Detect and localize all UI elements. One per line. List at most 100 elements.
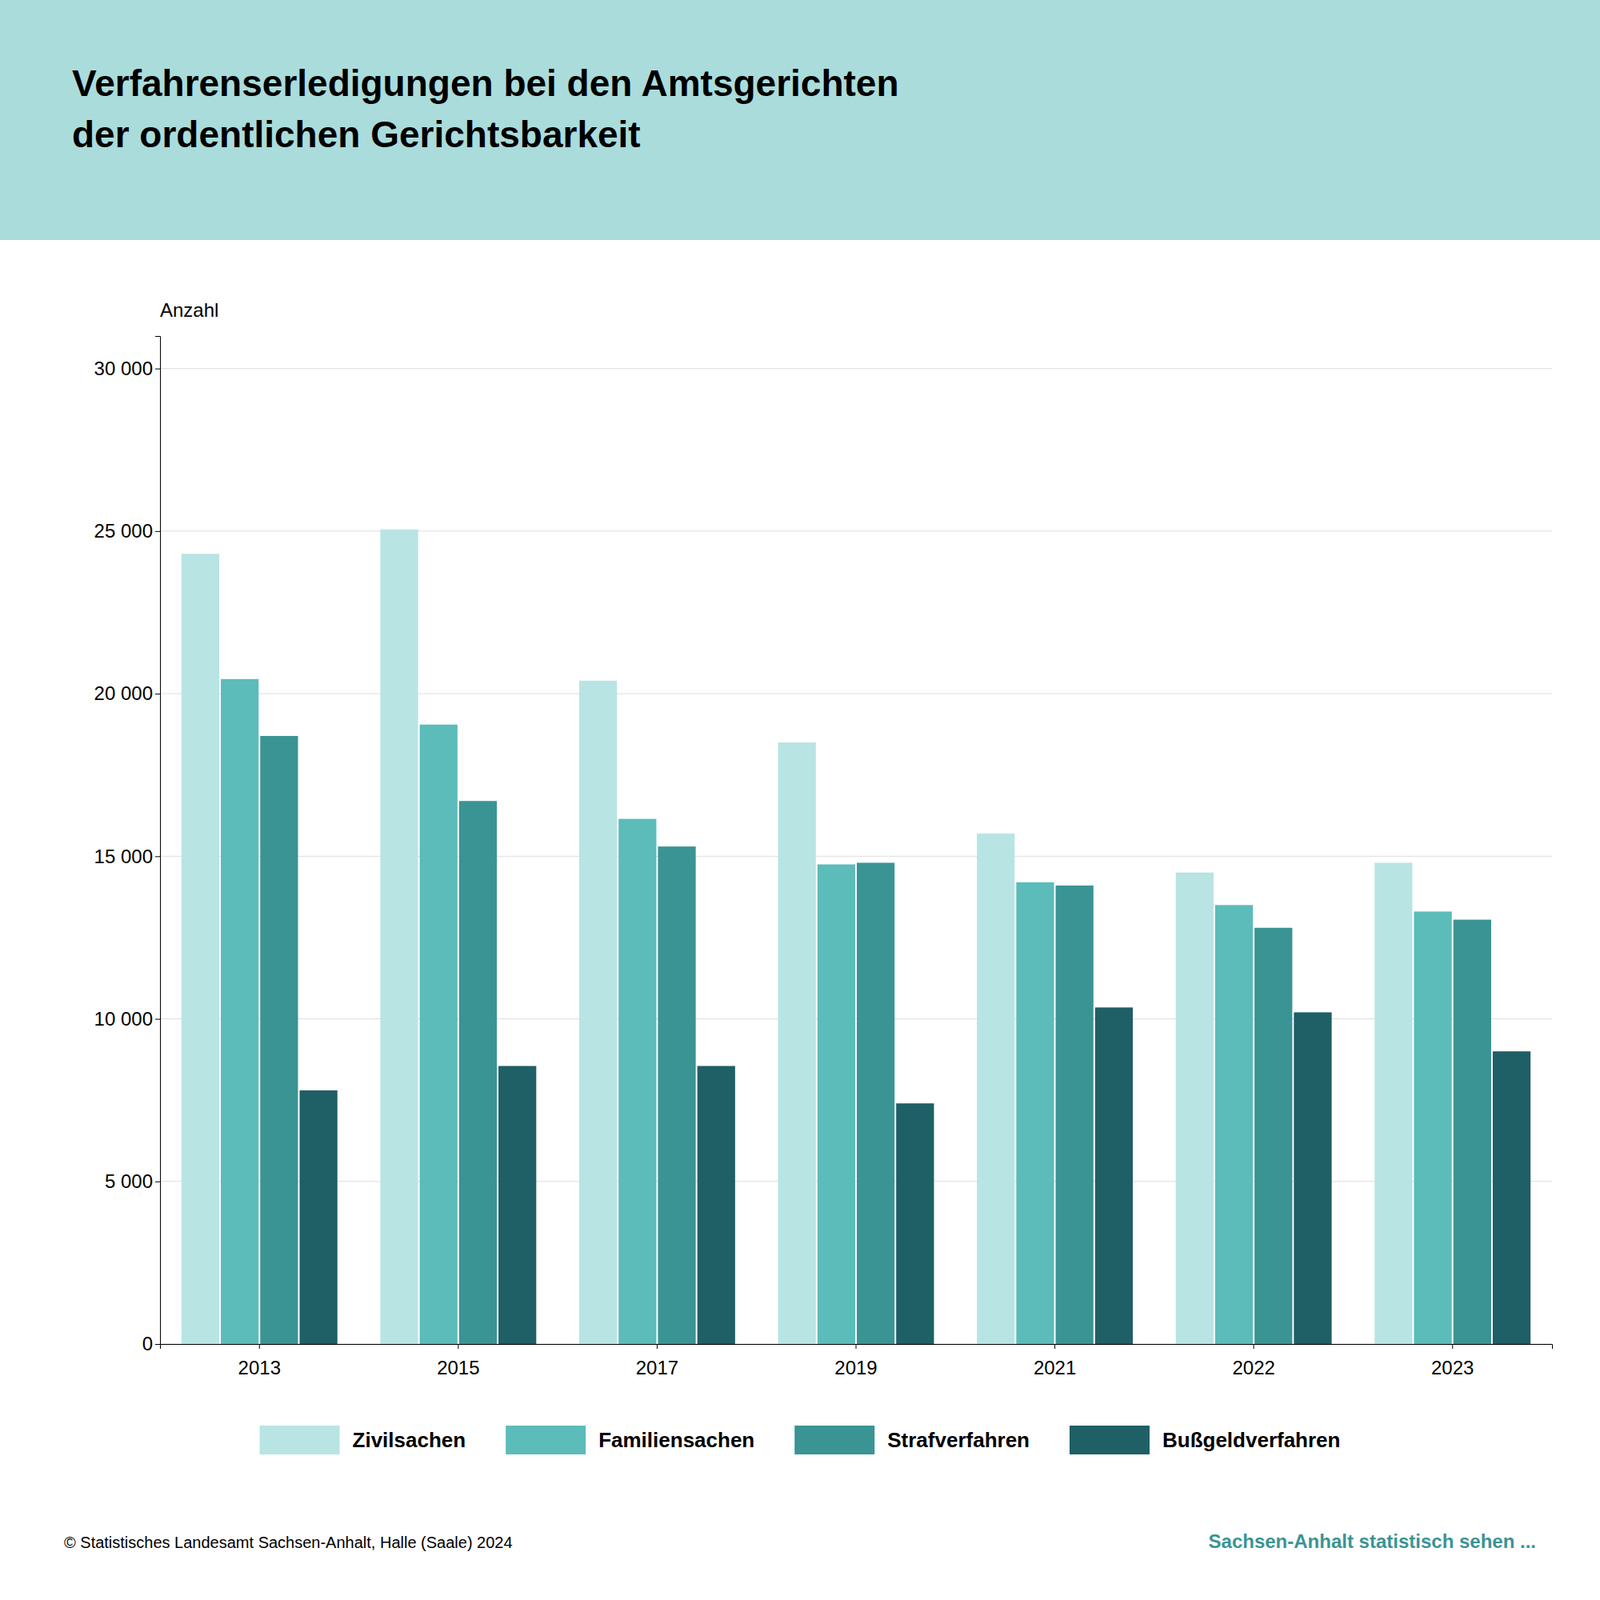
x-tick-label: 2017 — [636, 1356, 679, 1379]
y-tick-label: 10 000 — [94, 1008, 153, 1030]
bar — [657, 846, 696, 1344]
legend-swatch — [260, 1425, 340, 1455]
y-tick-label: 20 000 — [94, 682, 153, 704]
y-axis-line — [155, 336, 161, 1345]
bar — [181, 553, 220, 1344]
y-tick: 30 000 — [94, 357, 160, 380]
y-tick-mark — [155, 856, 160, 857]
x-tick-mark — [1452, 1344, 1453, 1349]
bar — [1095, 1007, 1133, 1344]
legend-item: Zivilsachen — [260, 1425, 467, 1455]
chart-title: Verfahrenserledigungen bei den Amtsgeric… — [72, 62, 900, 156]
bar — [299, 1090, 337, 1344]
grid-line — [160, 368, 1552, 369]
bar — [220, 679, 259, 1344]
x-tick-label: 2023 — [1431, 1356, 1474, 1379]
bar — [856, 862, 895, 1344]
footer-text: © Statistisches Landesamt Sachsen-Anhalt… — [64, 1533, 513, 1552]
bar-series — [181, 529, 1413, 1344]
x-tick-label: 2013 — [238, 1356, 281, 1379]
y-tick-label: 25 000 — [94, 520, 153, 542]
grid-line — [160, 856, 1552, 857]
x-tick-label: 2019 — [834, 1356, 877, 1379]
legend-item: Familiensachen — [505, 1425, 755, 1455]
bar — [579, 680, 617, 1344]
x-axis: 2013 2015 2017 2019 2021 2022 2023 — [160, 1344, 1553, 1379]
y-tick: 15 000 — [94, 845, 160, 868]
footer-text: Sachsen-Anhalt statistisch sehen ... — [1208, 1530, 1536, 1552]
legend-label: Familiensachen — [598, 1428, 755, 1452]
bar — [459, 800, 497, 1344]
bar — [380, 529, 418, 1344]
x-tick-label: 2015 — [436, 1356, 480, 1379]
header-background — [0, 0, 1600, 240]
bar — [1016, 882, 1054, 1344]
bar — [1254, 928, 1292, 1344]
bar — [1413, 911, 1452, 1344]
bar — [896, 1103, 934, 1344]
legend-label: Zivilsachen — [352, 1428, 467, 1452]
legend-swatch — [794, 1425, 875, 1455]
y-tick-mark — [155, 1019, 160, 1020]
x-tick-mark — [1253, 1344, 1255, 1349]
bar-series — [220, 679, 1452, 1344]
x-axis-line — [160, 1344, 1553, 1350]
bar — [1492, 1051, 1531, 1344]
y-tick: 10 000 — [94, 1008, 160, 1030]
x-tick: 2013 — [238, 1344, 281, 1379]
bar — [1453, 920, 1492, 1344]
x-tick-mark — [856, 1344, 857, 1349]
y-tick-label: 30 000 — [94, 357, 153, 380]
y-tick-mark — [155, 368, 160, 370]
y-tick: 5 000 — [104, 1170, 160, 1192]
y-tick: 20 000 — [94, 682, 160, 704]
bar — [1215, 904, 1253, 1344]
bar — [817, 864, 856, 1344]
x-tick-mark — [457, 1344, 459, 1349]
bar — [618, 819, 656, 1344]
grid-line — [160, 693, 1552, 695]
bar — [1374, 862, 1412, 1344]
legend-item: Bußgeldverfahren — [1069, 1425, 1341, 1455]
bar — [697, 1065, 736, 1344]
chart: Verfahrenserledigungen bei den Amtsgeric… — [0, 0, 1600, 1600]
y-tick: 25 000 — [94, 520, 160, 542]
chart-title-line: der ordentlichen Gerichtsbarkeit — [72, 113, 641, 156]
y-axis: 0 5 000 10 000 15 000 20 000 25 000 30 000 — [94, 336, 161, 1356]
x-tick-mark — [259, 1344, 260, 1349]
y-tick-label: 15 000 — [94, 845, 153, 868]
x-tick-label: 2022 — [1232, 1356, 1275, 1379]
x-tick: 2022 — [1232, 1344, 1275, 1379]
legend-label: Bußgeldverfahren — [1162, 1428, 1341, 1452]
x-tick: 2023 — [1431, 1344, 1474, 1379]
x-tick-mark — [656, 1344, 658, 1349]
y-tick-mark — [155, 1181, 160, 1183]
y-axis-label: Anzahl — [160, 299, 219, 321]
x-tick: 2021 — [1033, 1344, 1076, 1379]
y-tick: 0 — [142, 1332, 160, 1355]
bar — [778, 742, 816, 1344]
bars — [181, 529, 1531, 1344]
y-tick-mark — [155, 531, 160, 532]
grid-line — [160, 1180, 1552, 1182]
bar — [1176, 872, 1214, 1344]
x-tick: 2015 — [436, 1344, 480, 1379]
chart-title-line: Verfahrenserledigungen bei den Amtsgeric… — [72, 62, 900, 104]
x-tick-mark — [1054, 1344, 1056, 1349]
legend-label: Strafverfahren — [887, 1428, 1030, 1452]
x-tick: 2019 — [834, 1344, 877, 1379]
y-tick-mark — [155, 693, 160, 695]
legend-swatch — [1069, 1425, 1150, 1455]
bar — [420, 724, 458, 1344]
legend-swatch — [505, 1425, 586, 1455]
bar — [498, 1065, 536, 1344]
legend: Zivilsachen Familiensachen Strafverfahren B… — [260, 1425, 1341, 1455]
x-tick-label: 2021 — [1033, 1356, 1076, 1379]
x-tick: 2017 — [636, 1344, 679, 1379]
grid-line — [160, 530, 1552, 532]
bar — [1293, 1012, 1332, 1344]
legend-item: Strafverfahren — [794, 1425, 1030, 1455]
bar — [976, 833, 1015, 1344]
bar — [1056, 885, 1094, 1344]
bar-series — [299, 1007, 1531, 1344]
